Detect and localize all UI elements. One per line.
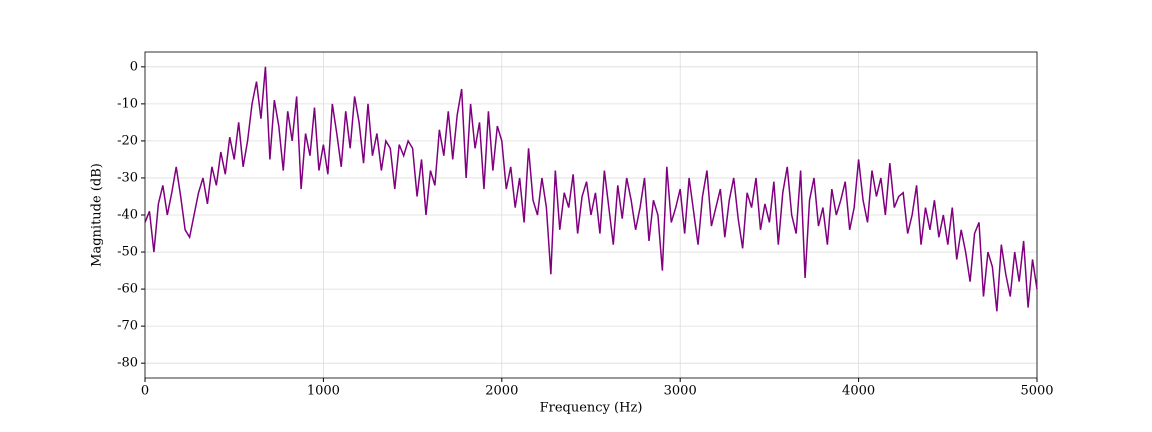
x-axis-label: Frequency (Hz) (540, 401, 643, 416)
x-tick-label: 0 (141, 384, 149, 399)
x-tick-label: 5000 (1020, 384, 1053, 399)
y-tick-label: 0 (130, 59, 138, 74)
y-tick-label: -20 (117, 133, 138, 148)
line-series (144, 66, 1038, 312)
y-tick-label: -70 (117, 319, 138, 334)
y-tick-label: -40 (117, 208, 138, 223)
x-tick-label: 2000 (485, 384, 518, 399)
x-tick-label: 4000 (842, 384, 875, 399)
y-axis-label: Magnitude (dB) (90, 163, 105, 267)
y-tick-label: -30 (117, 170, 138, 185)
y-tick-label: -10 (117, 96, 138, 111)
y-tick-label: -60 (117, 282, 138, 297)
y-tick-label: -80 (117, 356, 138, 371)
x-tick-label: 1000 (307, 384, 340, 399)
y-tick-label: -50 (117, 245, 138, 260)
x-tick-label: 3000 (664, 384, 697, 399)
plot-frame (144, 51, 1038, 379)
